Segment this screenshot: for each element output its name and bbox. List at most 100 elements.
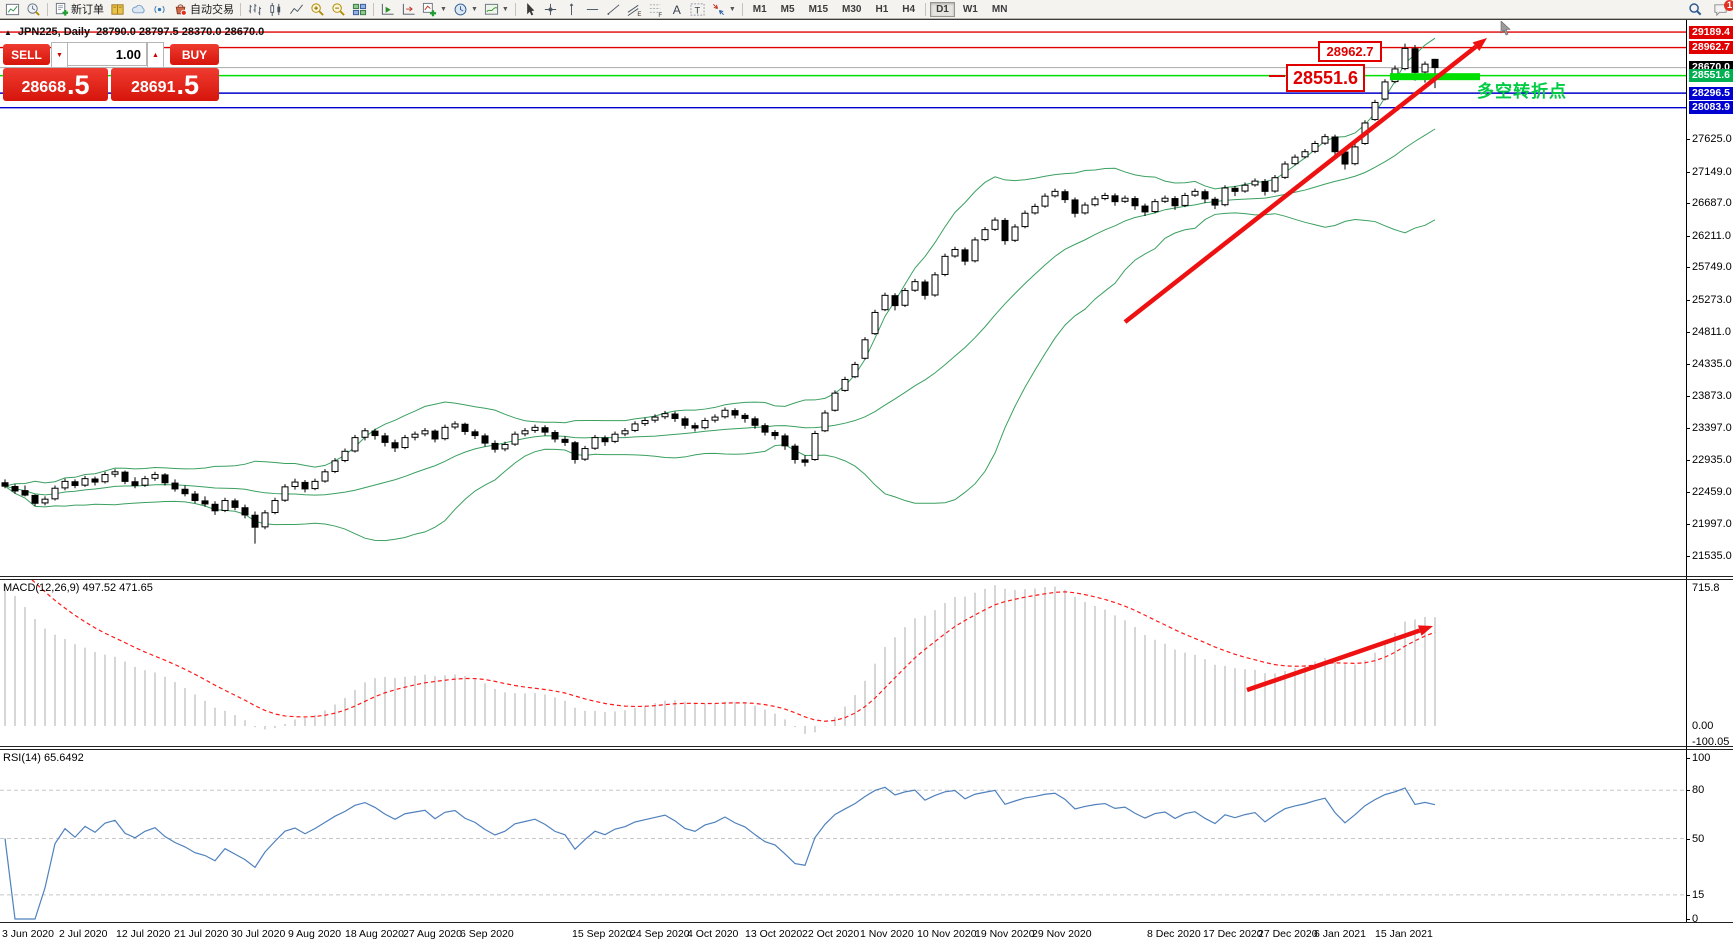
trend-arrow[interactable]	[1123, 44, 1478, 324]
candle-body	[741, 414, 749, 419]
bar-chart-button[interactable]	[244, 0, 265, 18]
price-grid-label: 25273.0	[1692, 293, 1732, 306]
candle-body	[221, 500, 229, 511]
timeframe-m30[interactable]: M30	[842, 3, 862, 15]
zoom-in-button[interactable]	[307, 0, 328, 18]
indicators-button[interactable]: ▼	[419, 0, 450, 18]
volume-decrease-button[interactable]: ▼	[51, 42, 68, 68]
chat-button[interactable]: 1	[1710, 0, 1733, 18]
candle-body	[611, 433, 619, 442]
main-chart[interactable]	[0, 20, 1686, 576]
vertical-line-tool-button[interactable]	[561, 0, 582, 18]
tick-chart-button[interactable]	[23, 0, 44, 18]
volume-input[interactable]	[67, 42, 147, 66]
buy-price[interactable]: 28691 .5	[111, 68, 219, 101]
candle-body	[731, 410, 739, 416]
candle-body	[1111, 195, 1119, 203]
cursor-tool-button[interactable]	[519, 0, 540, 18]
candle-body	[791, 445, 799, 460]
chevron-down-icon[interactable]: ▼	[470, 5, 478, 13]
chart-window-icon	[5, 3, 20, 15]
zoom-out-button[interactable]	[328, 0, 349, 18]
candle-body	[851, 363, 859, 378]
price-axis[interactable]: 27625.0 27149.0 26687.0 26211.0 25749.0 25273…	[1686, 20, 1733, 925]
candle-body	[1081, 204, 1089, 214]
depth-of-market-button[interactable]	[107, 0, 128, 18]
text-tool-button[interactable]: A	[666, 0, 687, 18]
chart-shift-button[interactable]	[398, 0, 419, 18]
timeframe-mn[interactable]: MN	[991, 3, 1008, 15]
candle-body	[1101, 194, 1109, 200]
chevron-down-icon[interactable]: ▼	[728, 5, 736, 13]
candle-chart-button[interactable]	[265, 0, 286, 18]
algo-trading-button[interactable]: 自动交易	[170, 0, 237, 18]
timeframe-h1[interactable]: H1	[875, 3, 889, 15]
tile-windows-button[interactable]	[349, 0, 370, 18]
candle-body	[801, 459, 809, 463]
search-button[interactable]	[1685, 0, 1706, 18]
candle-body	[1051, 190, 1059, 197]
date-label: 6 Sep 2020	[460, 928, 514, 940]
trend-arrow[interactable]	[1246, 628, 1421, 693]
new-chart-button[interactable]	[2, 0, 23, 18]
crosshair-tool-button[interactable]	[540, 0, 561, 18]
support-level-box[interactable]: 28551.6	[1286, 64, 1365, 92]
resistance-level-box[interactable]: 28962.7	[1318, 41, 1382, 62]
sell-price[interactable]: 28668 .5	[3, 68, 108, 101]
date-label: 24 Sep 2020	[630, 928, 690, 940]
tick-chart-icon	[27, 2, 40, 16]
candle-body	[1251, 180, 1259, 186]
timeframe-d1[interactable]: D1	[930, 1, 955, 17]
timeframe-m15[interactable]: M15	[808, 3, 829, 15]
candle-body	[1151, 201, 1159, 213]
candle-body	[1011, 226, 1019, 241]
toolbar-right: 1	[1685, 0, 1733, 18]
price-grid-label: 23873.0	[1692, 389, 1732, 402]
chart-candles-icon	[270, 2, 281, 16]
templates-button[interactable]: ▼	[481, 0, 512, 18]
mql5-cloud-button[interactable]	[128, 0, 149, 18]
macd-signal-line	[31, 580, 1436, 722]
fibonacci-tool-button[interactable]: F	[645, 0, 666, 18]
symbol-header: ▲ JPN225, Daily 28790.0 28797.5 28370.0 …	[4, 26, 264, 38]
chevron-down-icon[interactable]: ▼	[501, 5, 509, 13]
time-axis[interactable]: 3 Jun 2020 2 Jul 2020 12 Jul 2020 21 Jul 20…	[0, 923, 1733, 942]
rsi-splitter[interactable]	[0, 746, 1733, 747]
rsi-panel[interactable]	[0, 750, 1686, 923]
timeframe-m1[interactable]: M1	[752, 3, 767, 15]
sell-button[interactable]: SELL	[3, 44, 50, 65]
timeframe-h4[interactable]: H4	[902, 3, 916, 15]
trendline-tool-button[interactable]	[603, 0, 624, 18]
horizontal-line-tool-button[interactable]	[582, 0, 603, 18]
candle-body	[251, 514, 259, 528]
periods-button[interactable]: ▼	[450, 0, 481, 18]
signals-button[interactable]	[149, 0, 170, 18]
candle-body	[361, 430, 369, 438]
candle-body	[1041, 195, 1049, 207]
line-chart-button[interactable]	[286, 0, 307, 18]
candle-body	[1221, 187, 1229, 206]
candle-body	[1031, 205, 1039, 214]
candle-body	[1021, 212, 1029, 228]
macd-panel[interactable]	[0, 580, 1686, 746]
timeframe-w1[interactable]: W1	[962, 3, 978, 15]
collapse-icon[interactable]: ▲	[4, 27, 12, 37]
candle-body	[261, 512, 269, 528]
candle-body	[1171, 198, 1179, 207]
chevron-down-icon[interactable]: ▼	[440, 5, 447, 13]
candle-body	[101, 474, 109, 483]
candle-body	[691, 425, 699, 429]
volume-increase-button[interactable]: ▲	[147, 42, 164, 68]
macd-splitter[interactable]	[0, 576, 1733, 577]
candle-body	[681, 418, 689, 426]
auto-scroll-button[interactable]	[377, 0, 398, 18]
svg-text:T: T	[694, 5, 700, 15]
equidistant-channel-tool-button[interactable]: E	[624, 0, 645, 18]
text-label-tool-button[interactable]: T	[687, 0, 708, 18]
timeframe-m5[interactable]: M5	[780, 3, 795, 15]
candle-body	[451, 423, 459, 428]
candle-body	[541, 427, 549, 433]
new-order-button[interactable]: 新订单	[51, 0, 107, 18]
buy-button[interactable]: BUY	[170, 44, 219, 65]
arrows-tool-button[interactable]: ▼	[708, 0, 739, 18]
